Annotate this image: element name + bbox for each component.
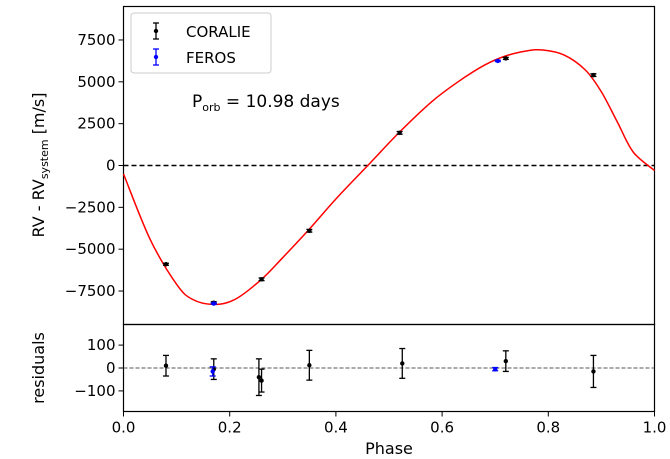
x-tick-label: 1.0	[643, 419, 667, 437]
y-axis-label: RV - RVsystem [m/s]	[29, 93, 51, 238]
rv-point-coralie	[502, 56, 509, 61]
residuals-y-axis-label: residuals	[29, 332, 48, 404]
rv-point-coralie	[396, 130, 403, 136]
residual-point-coralie	[399, 347, 406, 379]
main-y-tick-label: −7500	[65, 282, 116, 300]
main-y-tick-label: 2500	[77, 115, 115, 133]
main-y-tick-label: −5000	[65, 240, 116, 258]
residuals-y-tick-label: 100	[87, 336, 116, 354]
main-y-tick-label: −2500	[65, 198, 116, 216]
residual-point-coralie	[258, 368, 265, 393]
residuals-data-points	[162, 347, 597, 397]
rv-point-coralie	[306, 228, 313, 233]
main-y-tick-label: 7500	[77, 31, 115, 49]
x-tick-label: 0.6	[430, 419, 454, 437]
rv-point-coralie	[162, 262, 169, 267]
x-tick-label: 0.0	[112, 419, 136, 437]
rv-point-feros	[210, 301, 217, 306]
residual-point-coralie	[255, 358, 262, 397]
rv-point-coralie	[258, 277, 265, 282]
x-tick-label: 0.8	[536, 419, 560, 437]
residual-point-coralie	[590, 354, 597, 389]
main-y-ticks: −7500 −5000 −2500 0 2500 5000 7500	[65, 31, 124, 300]
period-annotation: Porb = 10.98 days	[192, 92, 340, 114]
model-curve	[122, 48, 655, 306]
x-tick-label: 0.2	[218, 419, 242, 437]
main-panel: −7500 −5000 −2500 0 2500 5000 7500 RV - RVsyst…	[29, 5, 656, 326]
residual-point-coralie	[162, 354, 169, 377]
x-tick-label: 0.4	[324, 419, 348, 437]
rv-point-coralie	[590, 72, 597, 78]
legend-marker-coralie	[153, 22, 159, 40]
main-data-points	[162, 56, 597, 306]
residuals-y-tick-label: 0	[106, 359, 116, 377]
x-ticks: 0.0 0.2 0.4 0.6 0.8 1.0	[112, 411, 667, 437]
residuals-y-ticks: −100 0 100	[74, 336, 124, 400]
residuals-panel: −100 0 100 0.0 0.2 0.4 0.6 0.8 1.0 residuals Ph…	[29, 323, 667, 458]
residual-point-coralie	[306, 349, 313, 381]
main-y-tick-label: 5000	[77, 73, 115, 91]
legend-box	[130, 12, 272, 74]
residual-point-feros	[209, 366, 216, 377]
main-y-tick-label: 0	[106, 157, 116, 175]
legend: CORALIE FEROS	[130, 12, 272, 74]
legend-label-feros: FEROS	[186, 49, 236, 67]
rv-point-feros	[494, 58, 501, 64]
legend-label-coralie: CORALIE	[186, 23, 251, 41]
residual-point-coralie	[502, 350, 509, 373]
legend-marker-feros	[153, 48, 159, 66]
residuals-y-tick-label: −100	[74, 382, 115, 400]
residual-point-feros	[492, 366, 499, 372]
x-axis-label: Phase	[365, 439, 413, 458]
